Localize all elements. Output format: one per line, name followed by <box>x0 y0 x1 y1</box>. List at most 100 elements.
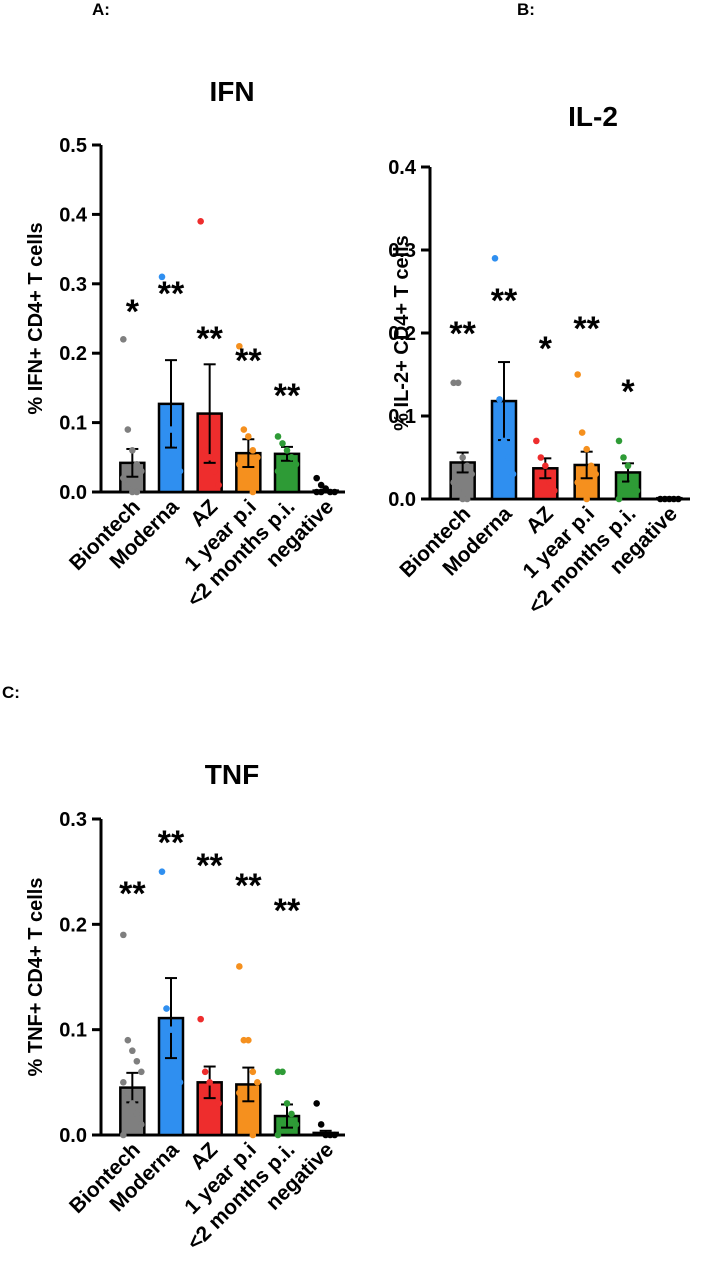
data-point <box>201 447 209 454</box>
data-point <box>249 1068 257 1076</box>
y-tick-label: 0.1 <box>59 1020 87 1042</box>
chart-title: IFN <box>209 76 254 107</box>
data-point <box>210 467 218 475</box>
data-point <box>133 1110 141 1118</box>
data-point <box>583 495 590 503</box>
significance-label: ** <box>196 320 223 358</box>
data-point <box>240 1110 248 1118</box>
data-point <box>313 474 320 482</box>
data-point <box>454 487 462 495</box>
y-tick-label: 0.1 <box>59 413 87 435</box>
data-point <box>124 481 132 489</box>
data-point <box>292 460 300 468</box>
data-point <box>245 1036 252 1044</box>
data-point <box>459 454 466 461</box>
data-point <box>546 479 554 486</box>
chart-title: IL-2 <box>568 101 618 132</box>
data-point <box>201 1068 209 1076</box>
panel-label-c: C: <box>2 683 20 702</box>
data-point <box>283 447 291 454</box>
data-point <box>509 470 517 478</box>
data-point <box>551 487 558 495</box>
data-point <box>206 454 213 461</box>
y-axis-label: % TNF+ CD4+ T cells <box>25 878 47 1077</box>
data-point <box>578 487 586 495</box>
data-point <box>578 429 586 436</box>
y-tick-label: 0.3 <box>59 809 87 831</box>
y-tick-label: 0.0 <box>59 1125 87 1147</box>
chart-title: TNF <box>205 759 259 790</box>
data-point <box>245 481 252 489</box>
data-point <box>236 342 243 350</box>
data-point <box>138 1121 145 1128</box>
data-point <box>583 445 590 453</box>
data-point <box>133 460 141 468</box>
data-point <box>288 1110 295 1118</box>
data-point <box>163 1005 170 1012</box>
data-point <box>505 454 512 461</box>
significance-label: ** <box>449 315 476 353</box>
data-point <box>592 470 599 478</box>
data-point <box>124 1089 132 1097</box>
y-tick-label: 0.2 <box>59 914 87 936</box>
data-point <box>197 218 204 225</box>
data-point <box>215 1100 222 1107</box>
data-point <box>620 454 627 461</box>
data-point <box>172 440 179 447</box>
y-tick-label: 0.0 <box>59 482 87 504</box>
y-tick-label: 0.4 <box>59 204 88 226</box>
data-point <box>133 488 141 496</box>
data-point <box>633 487 641 495</box>
data-point <box>167 426 175 433</box>
data-point <box>158 868 166 875</box>
data-point <box>236 460 243 468</box>
data-point <box>542 462 549 470</box>
data-point <box>129 1047 136 1055</box>
data-point <box>138 1068 145 1076</box>
data-point <box>624 462 632 470</box>
y-tick-label: 0.5 <box>59 135 87 157</box>
y-tick-label: 0.4 <box>388 157 417 179</box>
significance-label: * <box>539 330 553 368</box>
significance-label: ** <box>196 847 223 885</box>
y-tick-label: 0.1 <box>388 406 416 428</box>
y-axis-label: % IFN+ CD4+ T cells <box>25 222 47 414</box>
data-point <box>463 495 471 503</box>
data-point <box>249 488 257 496</box>
data-point <box>322 485 329 492</box>
significance-label: ** <box>491 282 518 320</box>
y-axis-label: % IL-2+ CD4+ T cells <box>391 235 413 431</box>
data-point <box>615 495 623 503</box>
data-point <box>274 1131 282 1139</box>
data-point <box>331 488 338 496</box>
data-point <box>574 479 581 486</box>
data-point <box>254 454 261 461</box>
data-point <box>317 488 325 496</box>
data-point <box>533 437 540 445</box>
data-point <box>176 1079 184 1086</box>
data-point <box>124 426 132 433</box>
data-point <box>240 474 248 482</box>
y-tick-label: 0.2 <box>388 323 416 345</box>
data-point <box>450 479 457 486</box>
data-point <box>176 467 184 475</box>
data-point <box>500 437 508 445</box>
data-point <box>615 437 623 445</box>
data-point <box>133 1057 141 1065</box>
data-point <box>215 481 222 489</box>
data-point <box>496 396 503 403</box>
data-point <box>468 470 475 478</box>
significance-label: ** <box>573 310 600 348</box>
data-point <box>288 454 295 461</box>
data-point <box>537 454 545 461</box>
significance-label: ** <box>158 275 185 313</box>
data-point <box>245 433 252 440</box>
data-point <box>236 963 243 970</box>
data-point <box>120 931 127 939</box>
data-point <box>249 1131 257 1139</box>
data-point <box>124 1036 132 1044</box>
significance-label: * <box>126 293 140 331</box>
significance-label: ** <box>235 342 262 380</box>
data-point <box>120 474 127 482</box>
data-point <box>138 467 145 475</box>
